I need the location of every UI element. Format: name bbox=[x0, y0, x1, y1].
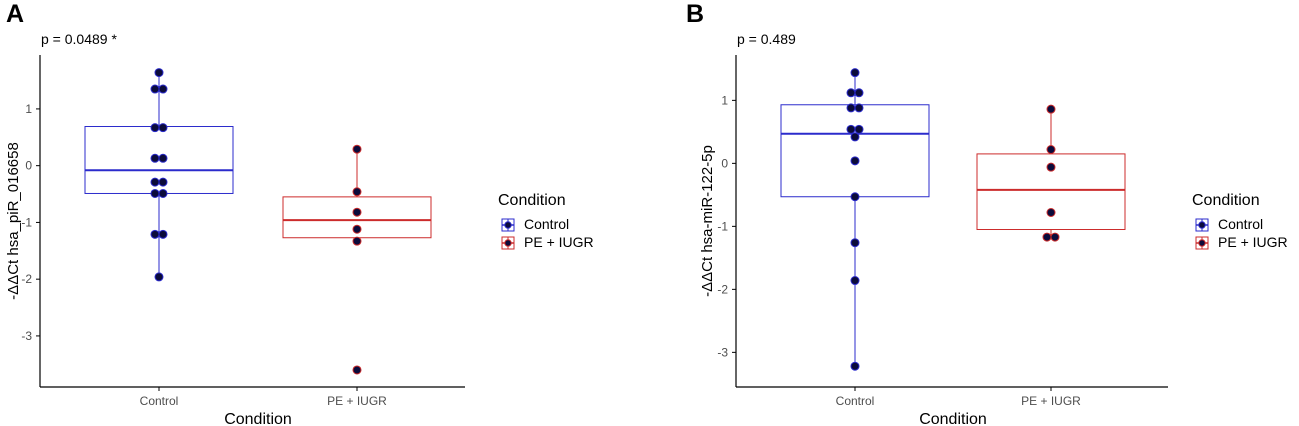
legend-label-control-a: Control bbox=[524, 216, 569, 232]
legend-label-pe-iugr-b: PE + IUGR bbox=[1218, 234, 1288, 250]
x-tick-label: PE + IUGR bbox=[1021, 394, 1081, 408]
data-point-control bbox=[158, 188, 168, 198]
data-point-control bbox=[850, 68, 860, 78]
data-point-pe-iugr bbox=[1046, 144, 1056, 154]
legend-keys-b bbox=[1195, 218, 1209, 250]
y-tick-label: -3 bbox=[717, 345, 728, 359]
legend-label-pe-iugr-a: PE + IUGR bbox=[524, 234, 594, 250]
panel-label-b: B bbox=[686, 0, 704, 28]
data-point-pe-iugr bbox=[1046, 162, 1056, 172]
data-point-pe-iugr bbox=[1050, 232, 1060, 242]
boxes-b bbox=[780, 72, 1126, 367]
data-point-control bbox=[850, 132, 860, 142]
legend-key-point-pe-iugr bbox=[504, 239, 512, 247]
y-axis-label-b: -ΔΔCt hsa-miR-122-5p bbox=[699, 145, 716, 297]
data-point-control bbox=[158, 84, 168, 94]
data-point-control bbox=[854, 124, 864, 134]
data-point-control bbox=[158, 153, 168, 163]
data-point-control bbox=[854, 103, 864, 113]
x-tick-label: PE + IUGR bbox=[327, 394, 387, 408]
y-tick-label: 0 bbox=[721, 156, 728, 170]
panel-label-a: A bbox=[6, 0, 24, 28]
data-point-control bbox=[850, 276, 860, 286]
y-tick-label: -1 bbox=[21, 215, 32, 229]
data-point-pe-iugr bbox=[352, 187, 362, 197]
data-point-pe-iugr bbox=[352, 207, 362, 217]
x-tick-label: Control bbox=[140, 394, 179, 408]
p-value-a: p = 0.0489 * bbox=[41, 31, 117, 47]
axes-a: 1 0 -1 -2 -3 Control PE + IUGR bbox=[21, 55, 465, 408]
y-tick-label: -3 bbox=[21, 329, 32, 343]
x-tick-label: Control bbox=[836, 394, 875, 408]
legend-label-control-b: Control bbox=[1218, 216, 1263, 232]
y-tick-label: -1 bbox=[717, 219, 728, 233]
x-axis-label-a: Condition bbox=[224, 411, 292, 426]
data-point-control bbox=[150, 177, 160, 187]
data-point-control bbox=[850, 238, 860, 248]
data-point-control bbox=[846, 88, 856, 98]
data-point-control bbox=[150, 188, 160, 198]
p-value-b: p = 0.489 bbox=[737, 31, 796, 47]
data-point-control bbox=[846, 124, 856, 134]
data-point-pe-iugr bbox=[352, 224, 362, 234]
legend-keys-a bbox=[501, 218, 515, 250]
y-tick-label: -2 bbox=[717, 282, 728, 296]
data-point-control bbox=[850, 361, 860, 371]
data-point-pe-iugr bbox=[352, 365, 362, 375]
data-point-pe-iugr bbox=[1046, 207, 1056, 217]
y-tick-label: 1 bbox=[721, 93, 728, 107]
data-point-control bbox=[150, 123, 160, 133]
legend-key-point-pe-iugr bbox=[1198, 239, 1206, 247]
data-point-control bbox=[154, 68, 164, 78]
boxes-a bbox=[84, 72, 432, 277]
legend-key-point-control bbox=[1198, 221, 1206, 229]
data-point-control bbox=[846, 103, 856, 113]
data-point-control bbox=[154, 272, 164, 282]
data-point-pe-iugr bbox=[352, 144, 362, 154]
axes-b: 1 0 -1 -2 -3 Control PE + IUGR bbox=[717, 55, 1168, 408]
x-axis-label-b: Condition bbox=[919, 411, 987, 426]
data-point-control bbox=[150, 153, 160, 163]
panel-b: B p = 0.489 1 0 -1 -2 -3 Control PE + IUGR Con… bbox=[686, 0, 1288, 426]
data-point-control bbox=[150, 84, 160, 94]
data-point-pe-iugr bbox=[1046, 104, 1056, 114]
data-point-control bbox=[158, 177, 168, 187]
legend-title-b: Condition bbox=[1192, 192, 1260, 209]
y-axis-label-a: -ΔΔCt hsa_piR_016658 bbox=[5, 142, 22, 300]
legend-title-a: Condition bbox=[498, 192, 566, 209]
legend-a: Condition Control PE + IUGR bbox=[498, 192, 594, 250]
data-point-control bbox=[158, 123, 168, 133]
legend-b: Condition Control PE + IUGR bbox=[1192, 192, 1288, 250]
y-tick-label: 0 bbox=[25, 159, 32, 173]
y-tick-label: 1 bbox=[25, 102, 32, 116]
legend-key-point-control bbox=[504, 221, 512, 229]
data-point-pe-iugr bbox=[1042, 232, 1052, 242]
data-point-control bbox=[850, 192, 860, 202]
box-control bbox=[780, 104, 930, 198]
points-a bbox=[150, 68, 362, 375]
data-point-pe-iugr bbox=[352, 236, 362, 246]
data-point-control bbox=[854, 88, 864, 98]
points-b bbox=[846, 68, 1060, 371]
y-tick-label: -2 bbox=[21, 272, 32, 286]
data-point-control bbox=[850, 156, 860, 166]
data-point-control bbox=[158, 229, 168, 239]
data-point-control bbox=[150, 229, 160, 239]
